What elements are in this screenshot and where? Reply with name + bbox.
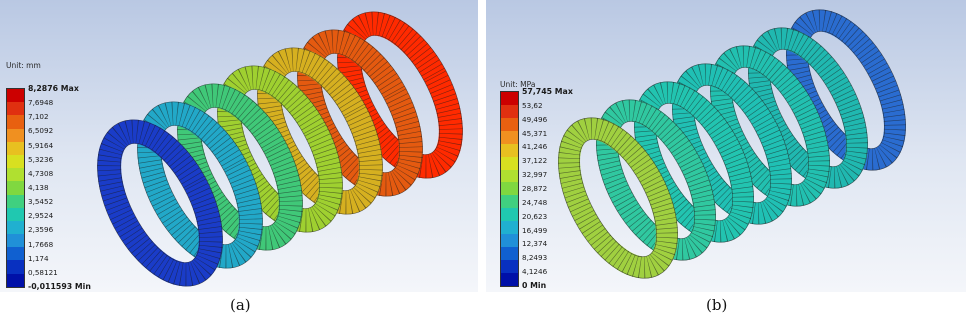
legend-tick-label: 3,5452 [28, 197, 54, 207]
legend-swatch [7, 181, 24, 195]
legend-tick-label: 5,9164 [28, 140, 54, 150]
legend-swatch [501, 182, 518, 196]
legend-swatch [501, 130, 518, 144]
legend-tick-label: 41,246 [522, 142, 548, 152]
legend-swatch [7, 247, 24, 261]
legend-swatch [501, 104, 518, 118]
legend-swatch [501, 272, 518, 286]
legend-swatch [501, 195, 518, 209]
legend-tick-label: 32,997 [522, 170, 548, 180]
legend-swatch [501, 259, 518, 273]
legend-swatch [501, 234, 518, 248]
legend-swatch [501, 156, 518, 170]
legend-tick-label: 4,7308 [28, 168, 54, 178]
legend-tick-label: 49,496 [522, 114, 548, 124]
legend-tick-label: 12,374 [522, 239, 548, 249]
legend-swatch [7, 128, 24, 142]
spring-coil [97, 119, 223, 287]
legend-color-bar [6, 88, 25, 288]
spring-coil [137, 101, 263, 269]
legend-tick-label: 57,745 Max [522, 87, 573, 96]
legend-tick-label: 7,102 [28, 112, 49, 122]
legend-tick-label: 24,748 [522, 197, 548, 207]
spring-mesh-displacement [97, 11, 463, 287]
caption-b: (b) [706, 296, 728, 314]
unit-label: Unit: MPa [500, 80, 536, 89]
legend-swatch [7, 260, 24, 274]
legend-swatch [7, 168, 24, 182]
color-legend: 8,2876 Max 7,6948 7,102 6,5092 5,9164 5,3236 4… [6, 84, 106, 291]
legend-swatch [7, 220, 24, 235]
legend-tick-label: 0 Min [522, 281, 547, 290]
legend-tick-label: 16,499 [522, 225, 548, 235]
legend-swatch [501, 247, 518, 260]
legend-swatch [501, 208, 518, 222]
legend-tick-label: 2,3596 [28, 225, 54, 235]
legend-tick-label: 4,138 [28, 183, 49, 192]
legend-tick-label: 7,6948 [28, 98, 54, 108]
legend-swatch [501, 169, 518, 183]
legend-tick-label: 0,58121 [28, 267, 58, 277]
legend-tick-label: 6,5092 [28, 126, 54, 136]
legend-swatch [7, 89, 24, 103]
legend-swatch [501, 221, 518, 235]
legend-tick-label: -0,011593 Min [28, 282, 91, 291]
legend-swatch [7, 141, 24, 155]
legend-tick-label: 8,2493 [522, 253, 548, 263]
spring-coil [596, 99, 716, 261]
displacement-panel: Unit: mm 8,2876 Max 7,6948 7,102 6,5092 5,91… [0, 0, 478, 292]
legend-swatch [501, 143, 518, 157]
stress-panel: Unit: MPa 57,745 Max 53,62 49,496 45,371 41,… [486, 0, 966, 292]
legend-tick-label: 28,872 [522, 184, 548, 193]
spring-coil [558, 117, 678, 279]
legend-swatch [501, 92, 518, 105]
legend-swatch [7, 207, 24, 221]
caption-a: (a) [230, 296, 251, 314]
legend-swatch [501, 117, 518, 131]
unit-label: Unit: mm [6, 61, 41, 70]
color-legend: 57,745 Max 53,62 49,496 45,371 41,246 37,122 3… [500, 87, 600, 290]
legend-swatch [7, 273, 24, 287]
legend-tick-label: 53,62 [522, 100, 543, 110]
legend-swatch [7, 102, 24, 116]
legend-tick-label: 8,2876 Max [28, 84, 79, 93]
legend-swatch [7, 154, 24, 169]
legend-tick-label: 4,1246 [522, 267, 548, 277]
legend-tick-label: 37,122 [522, 156, 548, 166]
legend-tick-label: 45,371 [522, 128, 548, 138]
legend-tick-label: 1,174 [28, 253, 49, 263]
legend-color-bar [500, 91, 519, 287]
legend-swatch [7, 115, 24, 129]
legend-swatch [7, 234, 24, 248]
legend-swatch [7, 194, 24, 208]
legend-tick-label: 2,9524 [28, 211, 54, 221]
legend-tick-label: 20,623 [522, 211, 548, 221]
legend-tick-label: 5,3236 [28, 154, 54, 164]
legend-tick-label: 1,7668 [28, 239, 54, 249]
spring-mesh-stress [558, 9, 906, 279]
